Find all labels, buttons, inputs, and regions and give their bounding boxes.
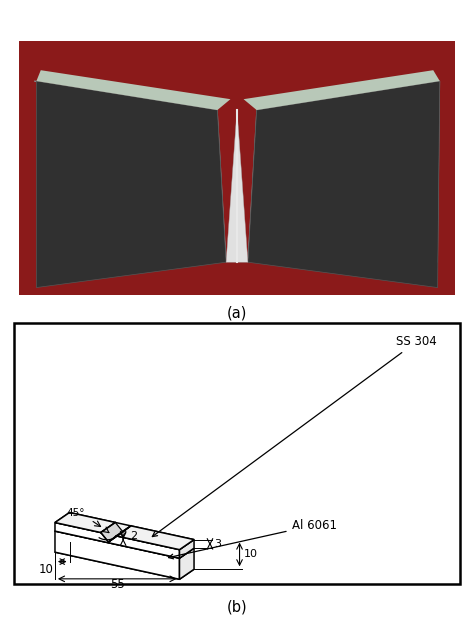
Polygon shape <box>101 522 123 542</box>
Text: 10: 10 <box>39 562 54 576</box>
Polygon shape <box>248 81 440 288</box>
Polygon shape <box>55 521 194 558</box>
Text: (b): (b) <box>227 599 247 614</box>
Polygon shape <box>55 512 194 550</box>
Polygon shape <box>34 81 226 259</box>
Polygon shape <box>180 540 194 558</box>
Polygon shape <box>36 70 230 110</box>
Text: 3: 3 <box>215 539 221 549</box>
Polygon shape <box>180 548 194 579</box>
Text: 10: 10 <box>244 550 258 559</box>
Text: SS 304: SS 304 <box>152 335 437 536</box>
Text: 45°: 45° <box>66 508 85 518</box>
Text: Al 6061: Al 6061 <box>169 519 337 559</box>
Polygon shape <box>226 110 248 262</box>
Polygon shape <box>244 70 440 110</box>
Polygon shape <box>55 542 194 579</box>
Bar <box>14 323 460 583</box>
Text: 55: 55 <box>110 578 125 591</box>
Polygon shape <box>55 531 180 579</box>
Polygon shape <box>248 81 440 262</box>
Text: 2: 2 <box>130 531 137 541</box>
Polygon shape <box>55 522 180 558</box>
Text: (a): (a) <box>227 306 247 321</box>
Polygon shape <box>36 81 226 288</box>
Polygon shape <box>109 526 131 542</box>
Polygon shape <box>55 512 115 533</box>
Polygon shape <box>116 526 194 550</box>
